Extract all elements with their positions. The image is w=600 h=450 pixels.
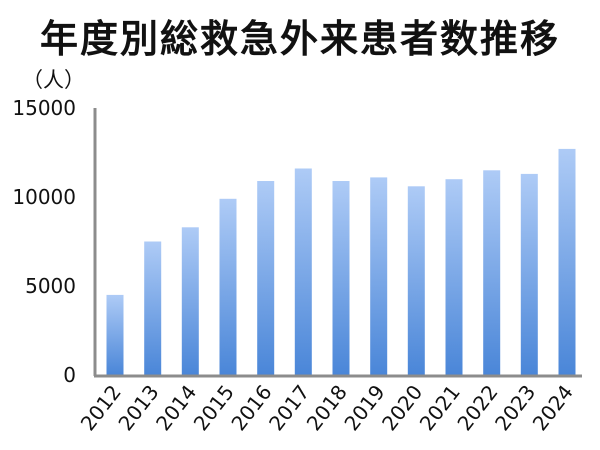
x-tick-label-2020: 2020 — [377, 380, 427, 435]
bar-2018 — [332, 181, 350, 375]
bar-2022 — [483, 170, 501, 375]
y-tick-labels: 0 5000 10000 15000 — [12, 96, 76, 387]
x-tick-label-2013: 2013 — [113, 380, 163, 435]
bar-2014 — [181, 227, 199, 375]
y-axis-unit-label: （人） — [22, 68, 85, 92]
x-tick-label-2021: 2021 — [415, 380, 465, 435]
y-tick-label-10000: 10000 — [12, 185, 76, 209]
bar-2015 — [219, 198, 237, 375]
bar-2019 — [370, 177, 388, 375]
bar-2013 — [144, 241, 162, 375]
x-tick-label-2012: 2012 — [76, 380, 126, 435]
bar-2016 — [257, 181, 275, 375]
bar-2017 — [294, 168, 312, 375]
y-tick-label-15000: 15000 — [12, 96, 76, 120]
x-tick-label-2018: 2018 — [302, 380, 352, 435]
bar-2021 — [445, 179, 463, 375]
x-tick-label-2022: 2022 — [452, 380, 502, 435]
x-tick-label-2024: 2024 — [528, 380, 578, 435]
bar-2012 — [106, 294, 124, 375]
x-tick-label-2014: 2014 — [151, 380, 201, 435]
bar-2024 — [558, 148, 576, 375]
y-tick-label-5000: 5000 — [25, 274, 76, 298]
x-tick-label-2019: 2019 — [339, 380, 389, 435]
bar-2020 — [407, 186, 425, 375]
bars-group — [106, 148, 576, 375]
y-tick-label-0: 0 — [63, 363, 76, 387]
x-tick-label-2017: 2017 — [264, 380, 314, 435]
x-tick-labels: 2012201320142015201620172018201920202021… — [76, 380, 578, 435]
x-tick-label-2023: 2023 — [490, 380, 540, 435]
chart-title: 年度別総救急外来患者数推移 — [39, 17, 560, 61]
bar-2023 — [520, 173, 538, 375]
x-tick-label-2015: 2015 — [189, 380, 239, 435]
x-tick-label-2016: 2016 — [226, 380, 276, 435]
